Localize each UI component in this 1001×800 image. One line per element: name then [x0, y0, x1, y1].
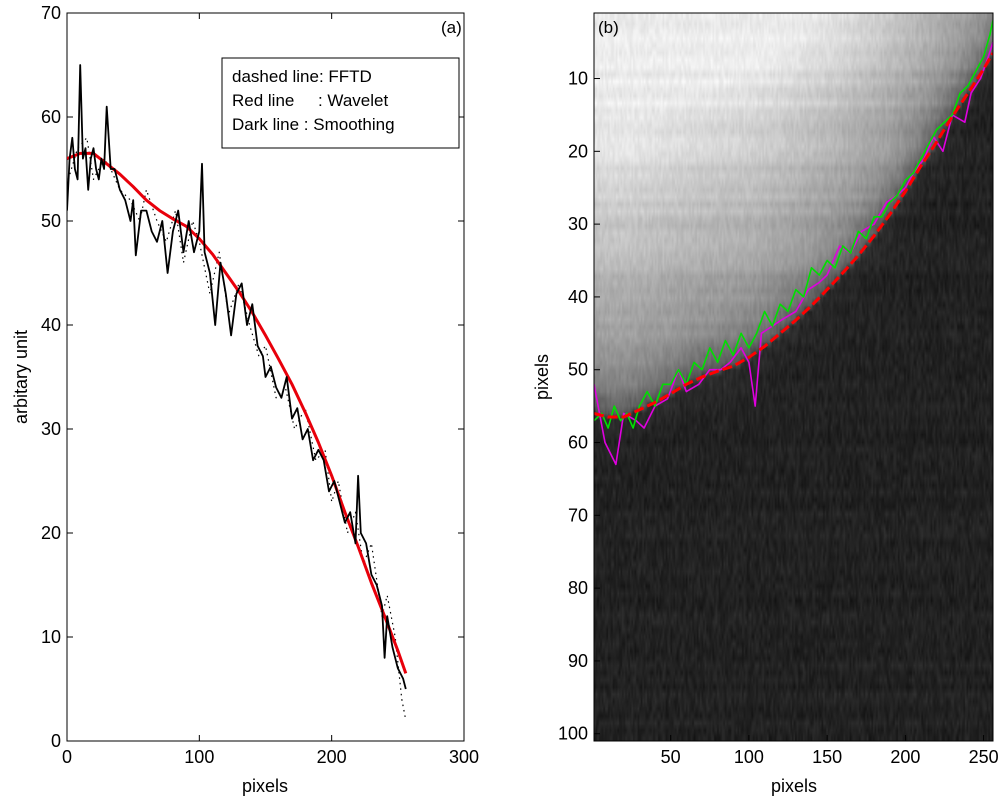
legend-entry-fftd: dashed line: FFTD	[232, 67, 372, 86]
panel-b-ytick-label: 10	[568, 69, 588, 89]
panel-a-xtick-label: 300	[449, 747, 479, 767]
panel-a-ytick-label: 50	[41, 211, 61, 231]
legend: dashed line: FFTD Red line : Wavelet Dar…	[221, 57, 460, 149]
panel-b-ytick-label: 90	[568, 651, 588, 671]
panel-b-heatmap-raster	[594, 13, 993, 741]
panel-b-overlay-wavelet_trace	[594, 52, 993, 419]
panel-b-xtick-label: 100	[734, 747, 764, 767]
panel-a-ytick-label: 10	[41, 627, 61, 647]
panel-b-xtick-label: 200	[890, 747, 920, 767]
panel-a-ytick-label: 30	[41, 419, 61, 439]
panel-a-ytick-label: 0	[51, 731, 61, 751]
panel-a-xtick-label: 200	[317, 747, 347, 767]
panel-a-ytick-label: 70	[41, 3, 61, 23]
panel-b-overlays	[594, 20, 993, 466]
panel-a-series-fftd	[67, 137, 407, 721]
panel-a-ytick-label: 60	[41, 107, 61, 127]
panel-b-xtick-label: 50	[661, 747, 681, 767]
panel-a-xlabel: pixels	[242, 776, 288, 796]
panel-b-label: (b)	[598, 18, 619, 37]
panel-b-ytick-label: 100	[558, 724, 588, 744]
panel-b-ylabel: pixels	[532, 354, 552, 400]
panel-a-xtick-label: 0	[62, 747, 72, 767]
panel-b-heatmap-image	[594, 13, 993, 741]
legend-entry-smoothing: Dark line : Smoothing	[232, 115, 395, 134]
panel-b-xlabel: pixels	[771, 776, 817, 796]
panel-a-chart: 0 100 200 300 0 10 20 30 40 50 60 70 (a) dashed lin…	[11, 3, 479, 796]
panel-b-ytick-label: 70	[568, 505, 588, 525]
panel-a-xtick-label: 100	[184, 747, 214, 767]
panel-a-series	[67, 64, 408, 721]
panel-b-ytick-label: 50	[568, 360, 588, 380]
panel-b-xtick-label: 250	[969, 747, 999, 767]
panel-a-series-smoothing	[67, 64, 407, 690]
panel-b-ytick-label: 60	[568, 433, 588, 453]
panel-b-ytick-label: 40	[568, 287, 588, 307]
panel-a-ytick-label: 20	[41, 523, 61, 543]
panel-b-ytick-label: 80	[568, 578, 588, 598]
panel-a-label: (a)	[441, 18, 462, 37]
panel-a-ytick-label: 40	[41, 315, 61, 335]
legend-entry-wavelet: Red line : Wavelet	[232, 91, 388, 110]
panel-b-axes-box	[593, 12, 994, 742]
panel-b-ticks: 50 100 150 200 250 10 20 30 40 50 60 70 80 90 100	[558, 69, 999, 767]
panel-b-ytick-label: 30	[568, 214, 588, 234]
panel-a-ticks: 0 100 200 300 0 10 20 30 40 50 60 70	[41, 3, 479, 767]
panel-a-ylabel: arbitary unit	[11, 330, 31, 424]
legend-box	[221, 57, 460, 149]
panel-b-ytick-label: 20	[568, 141, 588, 161]
panel-b-xtick-label: 150	[812, 747, 842, 767]
